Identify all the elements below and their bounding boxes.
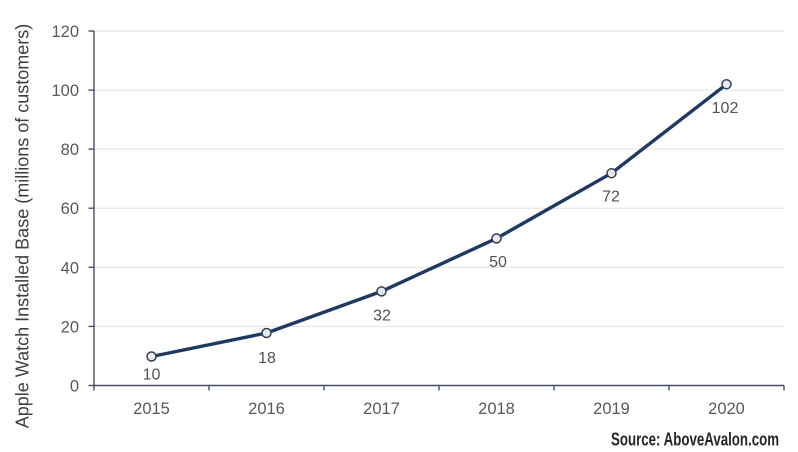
svg-text:120: 120 [51, 23, 79, 41]
svg-text:Apple Watch Installed Base (mi: Apple Watch Installed Base (millions of … [13, 24, 33, 429]
svg-text:72: 72 [602, 188, 620, 205]
svg-text:Source: AboveAvalon.com: Source: AboveAvalon.com [611, 430, 779, 450]
svg-text:0: 0 [70, 378, 79, 396]
svg-text:20: 20 [61, 318, 79, 336]
svg-text:40: 40 [61, 259, 79, 277]
svg-text:2016: 2016 [248, 400, 285, 418]
svg-text:2015: 2015 [133, 400, 170, 418]
svg-text:2017: 2017 [363, 400, 400, 418]
svg-text:32: 32 [373, 308, 391, 325]
svg-text:102: 102 [712, 100, 739, 117]
svg-text:80: 80 [61, 141, 79, 159]
svg-text:2018: 2018 [478, 400, 515, 418]
svg-text:60: 60 [61, 200, 79, 218]
svg-text:50: 50 [489, 254, 507, 271]
svg-text:18: 18 [258, 350, 276, 367]
svg-text:10: 10 [143, 367, 161, 384]
svg-text:2019: 2019 [593, 400, 630, 418]
svg-text:100: 100 [51, 82, 79, 100]
svg-text:2020: 2020 [708, 400, 745, 418]
